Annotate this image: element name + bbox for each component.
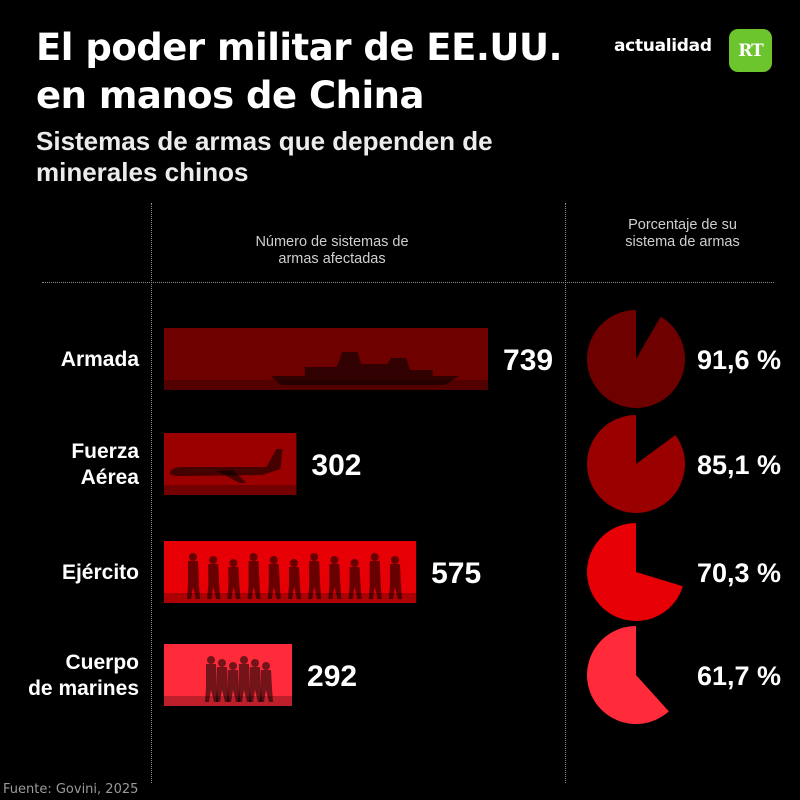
figure-head <box>390 556 399 564</box>
bar-group <box>164 541 417 603</box>
bar-value-label: 575 <box>431 557 481 590</box>
percent-column-header: Porcentaje de su sistema de armas <box>625 217 740 250</box>
column-divider-right <box>565 203 566 783</box>
figure-body <box>227 567 241 599</box>
figure-head <box>370 553 379 561</box>
category-label: Cuerpo de marines <box>28 651 139 700</box>
pie-slice <box>587 415 685 513</box>
figure-body <box>247 561 261 599</box>
header-divider <box>42 282 774 283</box>
figure-body <box>238 664 251 702</box>
figure-body <box>388 564 402 599</box>
source-note: Fuente: Govini, 2025 <box>3 782 139 797</box>
figure-head <box>310 553 319 561</box>
figure-head <box>269 556 278 564</box>
brand-name: actualidad <box>614 36 712 56</box>
bar-value-label: 292 <box>307 660 357 693</box>
figure-head <box>330 556 339 564</box>
pie-slice <box>587 523 683 621</box>
figure-head <box>229 662 237 670</box>
figure-head <box>229 559 238 567</box>
figure-head <box>289 559 298 567</box>
figure-body <box>207 564 221 599</box>
category-label: Fuerza Aérea <box>71 440 139 489</box>
pie-slice <box>587 310 685 409</box>
count-column-header: Número de sistemas de armas afectadas <box>255 234 409 267</box>
percent-label: 70,3 % <box>697 558 781 588</box>
rt-logo: RT <box>729 29 772 72</box>
category-label: Ejército <box>62 561 139 584</box>
figure-head <box>209 556 218 564</box>
figure-head <box>262 662 270 670</box>
bar-group <box>164 328 489 390</box>
plane-wing <box>217 470 247 483</box>
figure-body <box>348 567 362 599</box>
column-divider-left <box>151 203 152 783</box>
figure-body <box>227 670 240 702</box>
bar-value-label: 739 <box>503 344 553 377</box>
category-label: Armada <box>61 348 140 371</box>
bar-value-label: 302 <box>311 449 361 482</box>
figure-head <box>189 553 197 561</box>
figure-body <box>287 567 301 599</box>
percent-label: 85,1 % <box>697 450 781 480</box>
figure-body <box>267 564 281 599</box>
figure-body <box>205 664 218 702</box>
figure-body <box>308 561 322 599</box>
figure-body <box>328 564 342 599</box>
figure-head <box>350 559 359 567</box>
pie-slice <box>586 626 669 725</box>
figure-head <box>251 659 259 667</box>
figure-body <box>249 667 262 702</box>
bar-group <box>164 644 293 706</box>
chart-title: El poder militar de EE.UU. en manos de C… <box>36 26 563 117</box>
percent-label: 61,7 % <box>697 661 781 691</box>
percent-label: 91,6 % <box>697 345 781 375</box>
plane-body <box>170 449 283 476</box>
bar-ground <box>164 485 297 495</box>
ship-superstructure <box>304 352 433 376</box>
figure-body <box>260 670 273 702</box>
figure-head <box>207 656 215 664</box>
ship-hull <box>270 376 459 385</box>
figure-body <box>368 561 382 599</box>
figure-head <box>240 656 248 664</box>
chart-subtitle: Sistemas de armas que dependen de minera… <box>36 126 493 187</box>
figure-head <box>218 659 226 667</box>
figure-body <box>216 667 229 702</box>
figure-head <box>249 553 258 561</box>
bar-group <box>164 433 297 495</box>
figure-body <box>187 561 200 599</box>
